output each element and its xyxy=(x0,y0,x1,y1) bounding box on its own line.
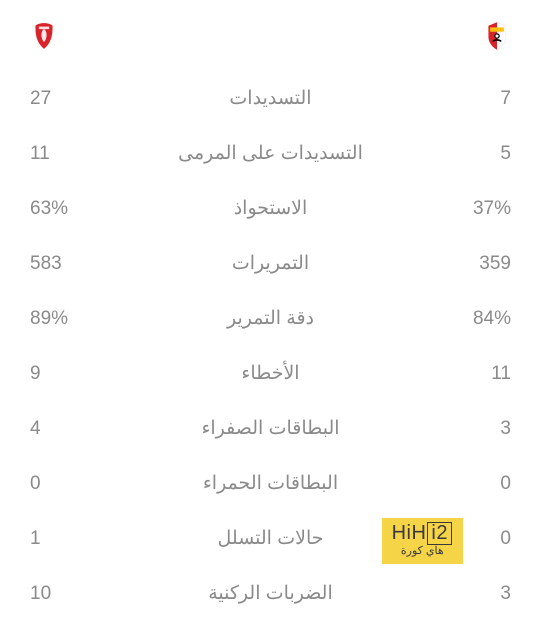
stat-label: التمريرات xyxy=(110,252,431,275)
stat-right-value: 0 xyxy=(431,473,511,495)
stat-right-value: 3 xyxy=(431,583,511,605)
stat-right-value: 7 xyxy=(431,88,511,110)
stat-row: 4البطاقات الصفراء3 xyxy=(30,417,511,440)
stat-left-value: 583 xyxy=(30,253,110,275)
stat-label: دقة التمرير xyxy=(110,307,431,330)
stat-right-value: 37% xyxy=(431,198,511,220)
stat-left-value: 4 xyxy=(30,418,110,440)
stat-row: 583التمريرات359 xyxy=(30,252,511,275)
stat-label: الضربات الركنية xyxy=(110,582,431,605)
watermark-main: HiHi2 xyxy=(392,522,453,545)
stat-right-value: 84% xyxy=(431,308,511,330)
stat-left-value: 9 xyxy=(30,363,110,385)
team-right-logo xyxy=(483,20,511,52)
stat-label: البطاقات الحمراء xyxy=(110,472,431,495)
stat-row: 0البطاقات الحمراء0 xyxy=(30,472,511,495)
stat-label: التسديدات xyxy=(110,87,431,110)
stat-left-value: 10 xyxy=(30,583,110,605)
watermark-sub: هاي كورة xyxy=(392,546,453,558)
stat-left-value: 63% xyxy=(30,198,110,220)
stat-left-value: 89% xyxy=(30,308,110,330)
stat-right-value: 3 xyxy=(431,418,511,440)
stat-row: 89%دقة التمرير84% xyxy=(30,307,511,330)
stat-label: الأخطاء xyxy=(110,362,431,385)
watermark-text-pre: HiH xyxy=(392,522,427,544)
stat-row: 10الضربات الركنية3 xyxy=(30,582,511,605)
stat-row: 63%الاستحواذ37% xyxy=(30,197,511,220)
stat-left-value: 11 xyxy=(30,143,110,165)
watermark: HiHi2 هاي كورة xyxy=(382,518,463,564)
watermark-text-box: i2 xyxy=(427,522,452,545)
stat-right-value: 11 xyxy=(431,363,511,385)
stat-label: البطاقات الصفراء xyxy=(110,417,431,440)
stat-label: التسديدات على المرمى xyxy=(110,142,431,165)
teams-header xyxy=(30,20,511,52)
stat-left-value: 27 xyxy=(30,88,110,110)
stat-right-value: 5 xyxy=(431,143,511,165)
stat-label: الاستحواذ xyxy=(110,197,431,220)
southampton-logo-icon xyxy=(485,21,509,51)
stat-row: 27التسديدات7 xyxy=(30,87,511,110)
stat-left-value: 0 xyxy=(30,473,110,495)
stat-right-value: 359 xyxy=(431,253,511,275)
team-left-logo xyxy=(30,20,58,52)
stat-row: 11التسديدات على المرمى5 xyxy=(30,142,511,165)
stat-left-value: 1 xyxy=(30,528,110,550)
stat-row: 9الأخطاء11 xyxy=(30,362,511,385)
liverpool-logo-icon xyxy=(32,21,56,51)
